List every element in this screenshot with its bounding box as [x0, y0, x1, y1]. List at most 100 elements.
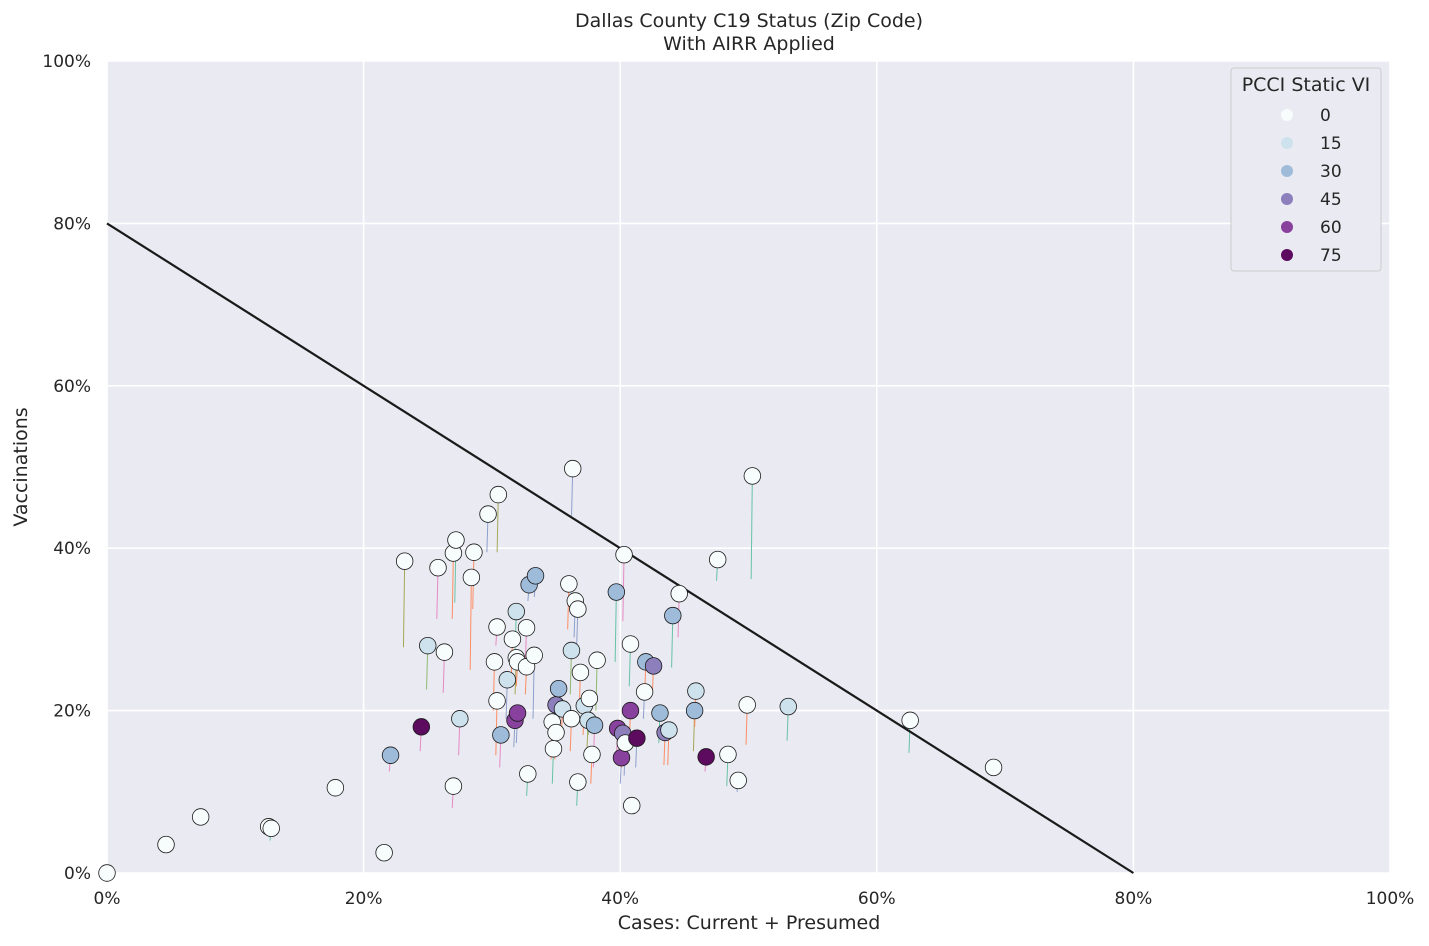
- legend-label: 45: [1320, 190, 1342, 210]
- y-tick-label: 60%: [53, 377, 91, 397]
- ticks: 0% 20% 40% 60% 80% 100% 0% 20% 40% 60% 80% 100%: [42, 52, 1414, 909]
- scatter-point: [488, 618, 506, 636]
- scatter-point: [664, 606, 682, 625]
- x-tick-label: 20%: [345, 889, 383, 909]
- grid: [106, 60, 1391, 874]
- scatter-point: [583, 745, 601, 764]
- scatter-point: [569, 600, 587, 618]
- legend-marker: [1281, 137, 1293, 149]
- legend-marker: [1281, 221, 1293, 233]
- stem-line: [614, 592, 617, 662]
- scatter-point: [628, 729, 646, 747]
- scatter-point: [489, 485, 508, 504]
- scatter-point: [485, 653, 504, 671]
- legend: PCCI Static VI 0 15 30 45 60 75: [1230, 67, 1382, 272]
- legend-marker: [1281, 109, 1293, 121]
- legend-items: 0 15 30 45 60 75: [1281, 106, 1342, 266]
- legend-label: 0: [1320, 106, 1331, 126]
- legend-marker: [1281, 165, 1293, 177]
- points: [98, 459, 1003, 882]
- scatter-point: [479, 505, 497, 523]
- scatter-point: [564, 459, 582, 478]
- scatter-point: [719, 745, 737, 764]
- y-tick-label: 100%: [42, 52, 91, 72]
- scatter-point: [670, 584, 688, 603]
- x-axis-label: Cases: Current + Presumed: [618, 912, 881, 934]
- scatter-point: [519, 765, 537, 783]
- scatter-point: [517, 619, 536, 637]
- scatter-point: [451, 710, 469, 728]
- scatter-point: [444, 777, 463, 795]
- scatter-point: [901, 711, 919, 730]
- stem-line: [402, 561, 406, 648]
- chart-title: Dallas County C19 Status (Zip Code): [575, 10, 923, 32]
- scatter-point: [729, 771, 747, 790]
- scatter-point: [326, 779, 345, 797]
- scatter-point: [612, 748, 631, 767]
- scatter-point: [588, 651, 606, 669]
- scatter-point: [381, 746, 400, 764]
- y-tick-label: 20%: [53, 702, 91, 722]
- y-tick-label: 0%: [64, 864, 91, 884]
- scatter-point: [621, 635, 640, 653]
- x-tick-label: 80%: [1115, 889, 1153, 909]
- stem-line: [469, 577, 472, 671]
- x-tick-label: 60%: [858, 889, 896, 909]
- legend-title: PCCI Static VI: [1242, 74, 1371, 96]
- scatter-point: [779, 697, 797, 716]
- scatter-point: [623, 796, 641, 815]
- scatter-point: [191, 808, 210, 826]
- scatter-point: [571, 663, 590, 682]
- scatter-point: [157, 835, 175, 854]
- scatter-point: [262, 819, 280, 838]
- scatter-point: [465, 543, 483, 561]
- scatter-point: [395, 552, 414, 570]
- scatter-point: [651, 704, 669, 722]
- scatter-point: [560, 575, 578, 593]
- scatter-point: [492, 726, 510, 744]
- scatter-point: [447, 531, 465, 549]
- x-tick-label: 100%: [1366, 889, 1415, 909]
- legend-label: 30: [1320, 162, 1342, 182]
- scatter-point: [508, 704, 527, 722]
- legend-label: 75: [1320, 246, 1342, 266]
- x-tick-label: 0%: [94, 889, 121, 909]
- scatter-point: [429, 558, 447, 577]
- plot-area: [107, 61, 1390, 873]
- scatter-point: [562, 641, 581, 660]
- scatter-point: [580, 689, 599, 708]
- scatter-point: [549, 679, 568, 698]
- scatter-point: [738, 696, 756, 714]
- y-axis-label: Vaccinations: [10, 407, 32, 526]
- scatter-point: [544, 740, 563, 758]
- x-tick-label: 40%: [601, 889, 639, 909]
- scatter-point: [635, 683, 654, 701]
- legend-marker: [1281, 193, 1293, 205]
- scatter-point: [569, 773, 587, 791]
- scatter-point: [607, 583, 626, 601]
- scatter-point: [98, 864, 116, 882]
- scatter-point: [488, 692, 506, 710]
- scatter-point: [419, 636, 437, 655]
- scatter-point: [709, 550, 727, 569]
- scatter-point: [507, 602, 525, 621]
- scatter-point: [687, 682, 705, 700]
- legend-label: 60: [1320, 218, 1342, 238]
- y-tick-label: 40%: [53, 539, 91, 559]
- scatter-point: [644, 657, 663, 675]
- legend-frame: [1230, 67, 1382, 272]
- scatter-point: [462, 568, 481, 587]
- legend-label: 15: [1320, 134, 1342, 154]
- scatter-point: [526, 567, 545, 585]
- scatter-point: [984, 758, 1003, 777]
- scatter-point: [685, 701, 704, 720]
- scatter-point: [547, 723, 565, 742]
- scatter-point: [615, 545, 633, 564]
- chart-subtitle: With AIRR Applied: [663, 33, 835, 55]
- legend-marker: [1281, 249, 1293, 261]
- scatter-point: [621, 701, 640, 720]
- scatter-point: [743, 467, 762, 485]
- scatter-point: [498, 671, 516, 689]
